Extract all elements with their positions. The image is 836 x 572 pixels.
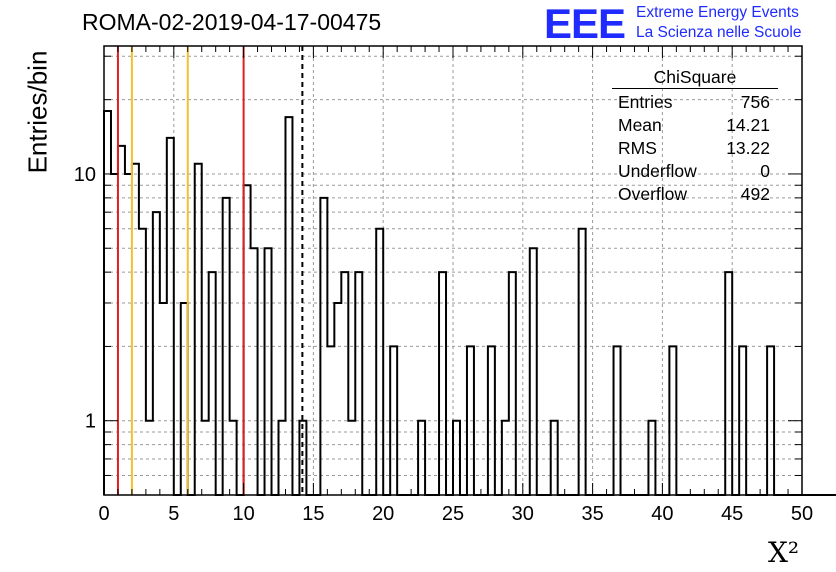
stats-value: 756 (740, 92, 770, 112)
histogram-bin (167, 138, 174, 495)
stats-row-entries: Entries 756 (612, 91, 778, 114)
stats-box: ChiSquare Entries 756 Mean 14.21 RMS 13.… (612, 66, 778, 206)
stats-value: 0 (760, 161, 770, 181)
stats-row-overflow: Overflow 492 (612, 183, 778, 206)
histogram-bin (530, 248, 537, 495)
x-tick-label: 35 (581, 503, 603, 525)
x-tick-label: 10 (232, 503, 254, 525)
histogram-bin (355, 272, 362, 495)
stats-value: 492 (740, 184, 770, 204)
stats-label: Overflow (618, 184, 688, 204)
histogram-bin (111, 174, 118, 495)
stats-title: ChiSquare (612, 66, 778, 89)
histogram-bin (509, 272, 516, 495)
histogram-bin (376, 229, 383, 495)
x-tick-label: 50 (791, 503, 813, 525)
histogram-bin (439, 272, 446, 495)
y-axis-label: Entries/bin (22, 50, 53, 174)
chart-title: ROMA-02-2019-04-17-00475 (82, 9, 382, 35)
histogram-bin (209, 272, 216, 495)
x-tick-label: 20 (372, 503, 394, 525)
stats-label: Underflow (618, 161, 697, 181)
histogram-bin (160, 303, 167, 495)
stats-label: RMS (618, 138, 657, 158)
x-tick-label: 15 (302, 503, 324, 525)
histogram-bin (153, 212, 160, 495)
y-tick-label: 10 (74, 164, 96, 186)
stats-label: Mean (618, 115, 662, 135)
histogram-bin (132, 164, 139, 495)
stats-value: 14.21 (726, 115, 770, 135)
histogram-bin (265, 248, 272, 495)
eee-logo: EEE (544, 0, 626, 47)
x-tick-label: 25 (442, 503, 464, 525)
logo-caption: Extreme Energy Events La Scienza nelle S… (636, 3, 801, 43)
stats-row-rms: RMS 13.22 (612, 137, 778, 160)
stats-value: 13.22 (726, 138, 770, 158)
y-tick-label: 1 (85, 411, 96, 433)
x-tick-label: 40 (651, 503, 673, 525)
histogram-bin (251, 248, 258, 495)
histogram-bin (579, 229, 586, 495)
logo-line-1: Extreme Energy Events (636, 4, 799, 21)
histogram-bin (341, 272, 348, 495)
histogram-bin (725, 272, 732, 495)
x-axis-label: X² (768, 536, 800, 569)
histogram-bin (139, 229, 146, 495)
histogram-bin (181, 303, 188, 495)
x-tick-label: 45 (721, 503, 743, 525)
histogram-bin (334, 303, 341, 495)
histogram-bin (125, 174, 132, 495)
histogram-bin (244, 185, 251, 495)
logo-line-2: La Scienza nelle Scuole (636, 24, 802, 41)
stats-row-underflow: Underflow 0 (612, 160, 778, 183)
x-tick-label: 5 (168, 503, 179, 525)
x-tick-label: 30 (512, 503, 534, 525)
histogram-bin (195, 164, 202, 495)
stats-label: Entries (618, 92, 673, 112)
x-tick-label: 0 (98, 503, 109, 525)
stats-row-mean: Mean 14.21 (612, 114, 778, 137)
